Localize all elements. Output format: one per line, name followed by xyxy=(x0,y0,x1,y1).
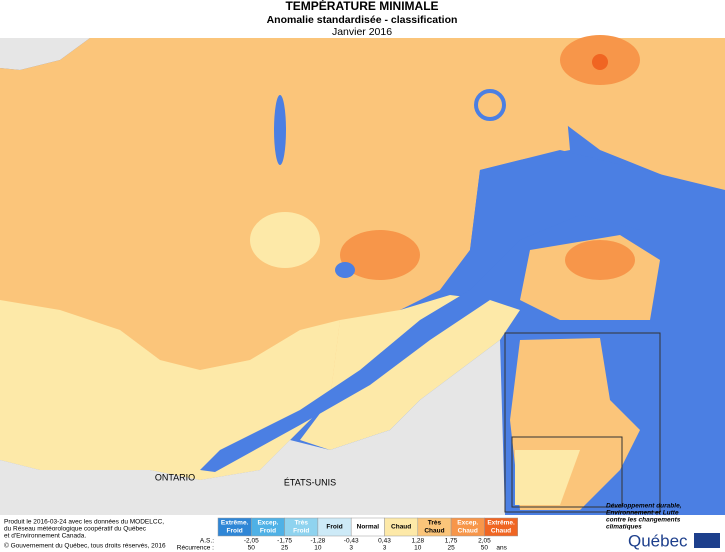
legend-label: Froid xyxy=(260,528,276,535)
inset-south xyxy=(515,450,580,505)
title: TEMPÉRATURE MINIMALE xyxy=(285,0,438,13)
recurrence-value: 3 xyxy=(349,545,353,552)
legend-swatch xyxy=(484,517,518,537)
gulf xyxy=(440,150,725,290)
map: ONTARIO ÉTATS-UNIS xyxy=(0,35,725,515)
as-value: -2,05 xyxy=(244,538,259,545)
legend-label: Extrême. xyxy=(487,520,515,527)
legend-label: Chaud xyxy=(458,528,478,535)
recurrence-label: Récurrence : xyxy=(177,545,214,552)
legend-label: Excep. xyxy=(457,520,478,527)
logo-line: contre les changements xyxy=(606,517,681,524)
recurrence-unit: ans xyxy=(496,545,507,552)
usa-land xyxy=(250,340,505,515)
subtitle: Anomalie standardisée - classification xyxy=(267,14,458,26)
legend-label: Très xyxy=(428,520,442,527)
recurrence-value: 25 xyxy=(447,545,455,552)
as-label: A.S.: xyxy=(200,538,214,545)
legend-label: Normal xyxy=(357,524,380,531)
recurrence-value: 50 xyxy=(481,545,489,552)
legend-label: Froid xyxy=(227,528,243,535)
credits: Produit le 2016-03-24 avec les données d… xyxy=(4,519,164,540)
credit-line: du Réseau météorologique coopératif du Q… xyxy=(4,526,147,533)
recurrence-value: 10 xyxy=(414,545,422,552)
recurrence-value: 50 xyxy=(248,545,256,552)
legend-label: Excep. xyxy=(257,520,278,527)
legend-label: Extrême. xyxy=(221,520,249,527)
legend-label: Chaud xyxy=(424,528,444,535)
st-lawrence xyxy=(200,290,490,472)
hot-patch xyxy=(340,230,420,280)
credit-line: et d'Environnement Canada. xyxy=(4,533,86,540)
logo-line: climatiques xyxy=(606,524,642,531)
recurrence-value: 25 xyxy=(281,545,289,552)
warm-patch xyxy=(250,212,320,268)
as-value: 1,28 xyxy=(411,538,424,545)
as-value: 0,43 xyxy=(378,538,391,545)
lac-saint-jean xyxy=(335,262,355,278)
recurrence-value: 3 xyxy=(383,545,387,552)
reservoir xyxy=(274,95,286,165)
recurrence-value: 10 xyxy=(314,545,322,552)
as-value: 2,05 xyxy=(478,538,491,545)
logo-line: Développement durable, xyxy=(606,503,682,510)
credit-line: Produit le 2016-03-24 avec les données d… xyxy=(4,519,164,526)
logo: Développement durable,Environnement et L… xyxy=(606,503,682,531)
as-value: -1,28 xyxy=(310,538,325,545)
legend-label: Très xyxy=(295,520,309,527)
legend-label: Chaud xyxy=(391,524,411,531)
hot-patch xyxy=(565,240,635,280)
copyright: © Gouvernement du Québec, tous droits ré… xyxy=(4,542,166,550)
legend-label: Froid xyxy=(326,524,342,531)
manicouagan xyxy=(474,89,506,121)
as-value: -0,43 xyxy=(344,538,359,545)
ontario-label: ONTARIO xyxy=(155,472,195,482)
south-east-zone xyxy=(300,295,520,450)
outside-land xyxy=(0,38,90,70)
legend-label: Chaud xyxy=(491,528,511,535)
date: Janvier 2016 xyxy=(332,26,392,38)
logo-line: Environnement et Lutte xyxy=(606,510,679,517)
ontario-land xyxy=(0,460,290,515)
as-value: 1,75 xyxy=(445,538,458,545)
usa-label: ÉTATS-UNIS xyxy=(284,477,336,487)
legend-label: Froid xyxy=(293,528,309,535)
as-value: -1,75 xyxy=(277,538,292,545)
extreme-patch xyxy=(592,54,608,70)
logo-name: Québec xyxy=(628,531,688,550)
inset-frame xyxy=(511,436,623,508)
flag xyxy=(694,533,720,548)
